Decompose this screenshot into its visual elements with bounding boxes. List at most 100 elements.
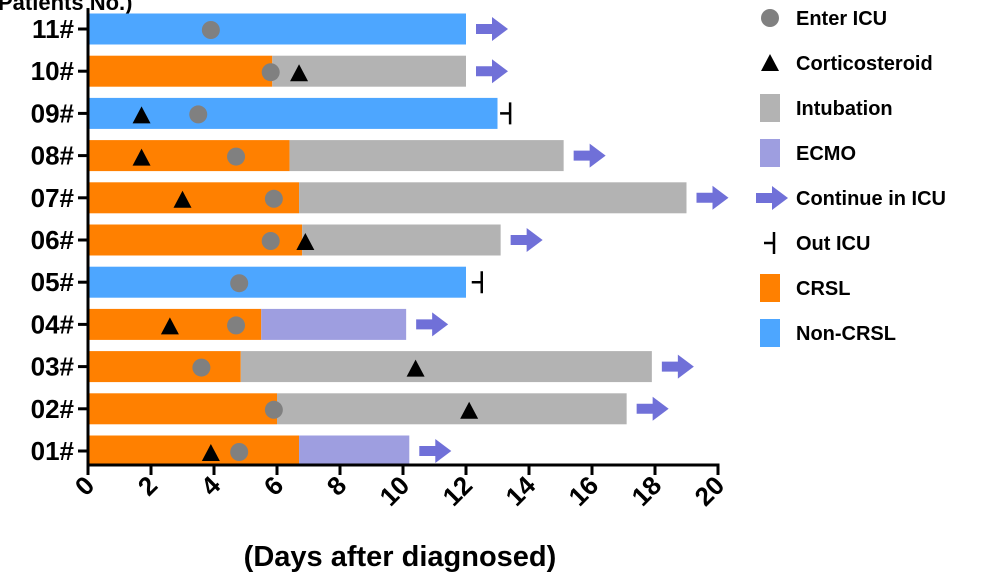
legend-label: Out ICU xyxy=(796,233,870,255)
out-icu-mark xyxy=(471,271,483,294)
y-tick-label: 10# xyxy=(31,56,75,86)
legend-item-enter: Enter ICU xyxy=(761,8,887,30)
continue-arrow xyxy=(636,396,669,421)
enter-icu-point xyxy=(227,316,246,335)
x-tick-label: 20 xyxy=(689,470,731,512)
enter-icu-point xyxy=(230,274,249,293)
corticosteroid-point xyxy=(290,64,309,82)
x-tick-label: 10 xyxy=(374,470,416,512)
corticosteroid-point xyxy=(132,106,151,124)
y-tick-label: 11# xyxy=(32,14,74,44)
x-axis-label: (Days after diagnosed) xyxy=(244,541,557,573)
legend-circle-icon xyxy=(761,9,779,27)
legend-swatch xyxy=(760,274,780,302)
legend-label: ECMO xyxy=(796,143,856,165)
patient-row-08: 08# xyxy=(31,140,606,172)
y-tick-label: 01# xyxy=(31,436,75,466)
continue-arrow xyxy=(476,17,508,41)
enter-icu-point xyxy=(261,63,280,82)
x-tick-label: 8 xyxy=(321,470,352,501)
x-tick-label: 14 xyxy=(500,470,542,512)
patient-row-03: 03# xyxy=(31,351,694,383)
corticosteroid-point xyxy=(460,401,479,419)
y-tick-label: 07# xyxy=(31,183,75,213)
legend-item-out: Out ICU xyxy=(764,232,870,255)
corticosteroid-point xyxy=(160,317,179,335)
corticosteroid-point xyxy=(132,148,151,166)
bar-segment-intubation xyxy=(272,55,466,87)
legend-item-crsl: CRSL xyxy=(760,274,850,302)
corticosteroid-point xyxy=(201,444,220,461)
y-tick-label: 08# xyxy=(31,141,75,171)
bar-segment-crsl xyxy=(88,55,273,87)
continue-arrow xyxy=(573,143,606,168)
axes-layer: 0 2 4 6 8 10 12 14 16 18 20 xyxy=(69,8,730,512)
enter-icu-point xyxy=(261,232,280,250)
continue-arrow xyxy=(661,354,694,379)
x-tick-label: 2 xyxy=(132,470,163,501)
legend-item-intubation: Intubation xyxy=(760,94,893,122)
x-tick-label: 6 xyxy=(258,470,289,501)
out-icu-mark xyxy=(500,102,512,125)
corticosteroid-point xyxy=(296,233,315,250)
legend-triangle-icon xyxy=(761,54,779,71)
continue-arrow xyxy=(476,59,508,84)
y-tick-label: 09# xyxy=(31,98,75,128)
legend-out-icon xyxy=(764,232,776,254)
x-tick-label: 0 xyxy=(69,470,100,501)
y-axis-label: Patients No.) xyxy=(0,0,132,15)
legend-label: Non-CRSL xyxy=(796,323,896,345)
bar-segment-intubation xyxy=(299,182,687,214)
x-tick-label: 4 xyxy=(195,470,227,502)
y-tick-label: 04# xyxy=(31,309,75,339)
enter-icu-point xyxy=(192,358,211,377)
patient-row-09: 09# xyxy=(31,97,512,129)
legend-item-noncrsl: Non-CRSL xyxy=(760,319,896,347)
y-tick-label: 02# xyxy=(31,394,75,424)
bar-segment-crsl xyxy=(88,351,241,383)
legend-arrow-icon xyxy=(756,186,788,210)
patient-row-10: 10# xyxy=(31,55,508,87)
continue-arrow xyxy=(510,228,543,252)
bar-segment-noncrsl xyxy=(88,97,498,129)
patient-row-07: 07# xyxy=(31,182,729,214)
enter-icu-point xyxy=(201,21,220,39)
patient-row-01: 01# xyxy=(31,435,452,467)
legend-label: Continue in ICU xyxy=(796,188,946,210)
legend-label: CRSL xyxy=(796,278,850,300)
patient-row-05: 05# xyxy=(31,266,483,298)
bar-segment-intubation xyxy=(240,351,652,383)
legend-item-ecmo: ECMO xyxy=(760,139,856,167)
continue-arrow xyxy=(696,185,729,210)
bar-segment-crsl xyxy=(88,435,300,467)
bar-segment-ecmo xyxy=(299,435,410,467)
patient-row-04: 04# xyxy=(31,308,449,340)
continue-arrow xyxy=(416,312,449,337)
bar-segment-noncrsl xyxy=(88,13,466,45)
x-tick-label: 18 xyxy=(626,470,668,512)
bar-segment-crsl xyxy=(88,393,277,425)
patient-row-02: 02# xyxy=(31,393,669,425)
y-tick-label: 05# xyxy=(31,267,75,297)
patient-row-11: 11# xyxy=(32,13,508,45)
corticosteroid-point xyxy=(173,190,192,208)
legend-label: Corticosteroid xyxy=(796,53,933,75)
continue-arrow xyxy=(419,439,452,463)
legend-label: Enter ICU xyxy=(796,8,887,30)
corticosteroid-point xyxy=(406,359,425,377)
bar-segment-intubation xyxy=(289,140,564,172)
bar-segment-crsl xyxy=(88,182,300,214)
patient-row-06: 06# xyxy=(31,224,543,256)
legend-label: Intubation xyxy=(796,98,893,120)
enter-icu-point xyxy=(230,443,249,461)
legend: Enter ICU Corticosteroid Intubation ECMO Con… xyxy=(756,8,946,347)
legend-item-continue: Continue in ICU xyxy=(756,186,946,210)
legend-swatch xyxy=(760,139,780,167)
bar-segment-intubation xyxy=(277,393,627,425)
enter-icu-point xyxy=(227,147,246,166)
legend-item-cortico: Corticosteroid xyxy=(761,53,933,75)
y-tick-label: 03# xyxy=(31,352,75,382)
enter-icu-point xyxy=(264,189,283,208)
x-tick-label: 12 xyxy=(437,470,479,512)
